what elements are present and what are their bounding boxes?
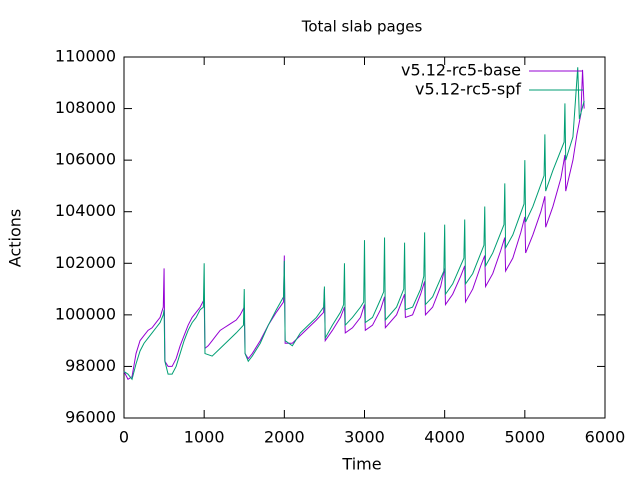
x-tick-label: 3000 (344, 428, 385, 447)
x-tick-label: 5000 (504, 428, 545, 447)
y-tick-label: 108000 (55, 98, 116, 117)
chart-title: Total slab pages (301, 18, 423, 36)
x-tick-label: 1000 (184, 428, 225, 447)
y-tick-label: 110000 (55, 47, 116, 66)
series-line (123, 69, 585, 381)
x-axis-label: Time (341, 455, 381, 474)
x-tick-label: 2000 (264, 428, 305, 447)
series-line (123, 67, 585, 381)
x-tick-label: 6000 (585, 428, 626, 447)
y-tick-label: 100000 (55, 304, 116, 323)
y-tick-label: 96000 (65, 408, 116, 427)
x-tick-label: 0 (119, 428, 129, 447)
x-tick-label: 4000 (424, 428, 465, 447)
plot-border (123, 56, 606, 419)
y-tick-label: 104000 (55, 201, 116, 220)
y-tick-label: 98000 (65, 356, 116, 375)
y-tick-label: 106000 (55, 150, 116, 169)
y-tick-label: 102000 (55, 253, 116, 272)
legend-label: v5.12-rc5-base (401, 61, 521, 80)
legend-label: v5.12-rc5-spf (415, 80, 521, 99)
y-axis-label: Actions (6, 209, 25, 267)
